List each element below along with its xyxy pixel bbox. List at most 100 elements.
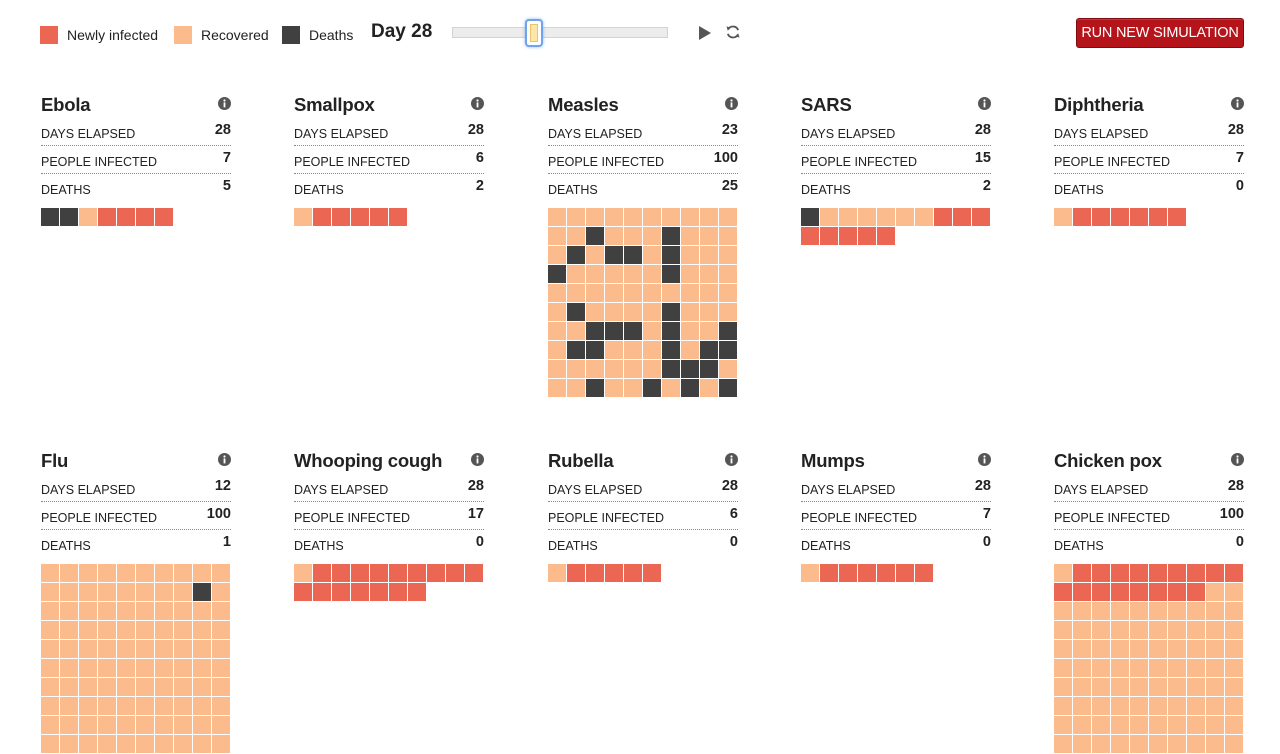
cell-recovered: [1073, 659, 1091, 677]
cell-death: [719, 379, 737, 397]
stat-label: DAYS ELAPSED: [294, 127, 389, 141]
stat-value: 28: [974, 478, 991, 494]
cell-recovered: [801, 564, 819, 582]
cell-recovered: [877, 208, 895, 226]
cell-recovered: [98, 659, 116, 677]
info-icon[interactable]: [725, 453, 738, 466]
card-header: Flu: [41, 448, 231, 474]
cell-recovered: [193, 640, 211, 658]
cell-recovered: [136, 583, 154, 601]
cell-recovered: [1111, 640, 1129, 658]
disease-name: Diphtheria: [1054, 94, 1144, 115]
cell-recovered: [548, 208, 566, 226]
info-icon[interactable]: [218, 453, 231, 466]
cell-recovered: [643, 265, 661, 283]
stat-row-days-elapsed: DAYS ELAPSED 28: [294, 118, 484, 146]
cell-recovered: [155, 716, 173, 734]
cell-recovered: [567, 360, 585, 378]
cell-newly-infected: [1168, 583, 1186, 601]
info-icon[interactable]: [1231, 453, 1244, 466]
cell-newly-infected: [389, 564, 407, 582]
cell-recovered: [548, 341, 566, 359]
info-icon[interactable]: [978, 453, 991, 466]
cell-recovered: [700, 284, 718, 302]
disease-card-chicken-pox: Chicken pox DAYS ELAPSED 28 PEOPLE INFECTED…: [1054, 448, 1244, 754]
cell-newly-infected: [313, 564, 331, 582]
cell-recovered: [1168, 735, 1186, 753]
cell-recovered: [41, 621, 59, 639]
stat-value: 7: [222, 150, 231, 166]
cell-recovered: [1054, 564, 1072, 582]
cell-newly-infected: [98, 208, 116, 226]
cell-recovered: [60, 640, 78, 658]
stat-label: DEATHS: [41, 539, 91, 553]
cell-recovered: [719, 303, 737, 321]
cell-recovered: [212, 583, 230, 601]
legend-deaths: Deaths: [282, 26, 353, 44]
cell-recovered: [79, 735, 97, 753]
cell-recovered: [681, 341, 699, 359]
info-icon[interactable]: [471, 453, 484, 466]
stat-label: DAYS ELAPSED: [548, 483, 643, 497]
cell-recovered: [1054, 602, 1072, 620]
cell-death: [700, 341, 718, 359]
cell-recovered: [719, 227, 737, 245]
cell-recovered: [548, 379, 566, 397]
cell-recovered: [1111, 659, 1129, 677]
cell-recovered: [212, 659, 230, 677]
cell-recovered: [174, 640, 192, 658]
cell-newly-infected: [427, 564, 445, 582]
play-icon[interactable]: [698, 26, 712, 40]
disease-card-sars: SARS DAYS ELAPSED 28 PEOPLE INFECTED 15 DEATH…: [801, 92, 991, 246]
cell-recovered: [700, 303, 718, 321]
cell-newly-infected: [117, 208, 135, 226]
cell-recovered: [624, 227, 642, 245]
cell-recovered: [1092, 697, 1110, 715]
info-icon[interactable]: [978, 97, 991, 110]
cell-recovered: [1168, 659, 1186, 677]
stat-value: 28: [214, 122, 231, 138]
cell-death: [41, 208, 59, 226]
cell-recovered: [643, 322, 661, 340]
cell-recovered: [60, 659, 78, 677]
cell-recovered: [1225, 621, 1243, 639]
info-icon[interactable]: [1231, 97, 1244, 110]
cell-recovered: [1092, 716, 1110, 734]
stat-value: 2: [982, 178, 991, 194]
info-icon[interactable]: [725, 97, 738, 110]
refresh-icon[interactable]: [725, 24, 741, 40]
stat-row-days-elapsed: DAYS ELAPSED 28: [1054, 474, 1244, 502]
stat-row-days-elapsed: DAYS ELAPSED 28: [294, 474, 484, 502]
cell-newly-infected: [1130, 583, 1148, 601]
run-new-simulation-button[interactable]: RUN NEW SIMULATION: [1076, 18, 1244, 48]
cell-newly-infected: [1187, 583, 1205, 601]
stat-row-people-infected: PEOPLE INFECTED 6: [294, 146, 484, 174]
stat-value: 28: [974, 122, 991, 138]
stat-value: 12: [214, 478, 231, 494]
cell-recovered: [212, 697, 230, 715]
cell-recovered: [60, 697, 78, 715]
cell-recovered: [643, 303, 661, 321]
cell-recovered: [155, 640, 173, 658]
cell-recovered: [643, 208, 661, 226]
cell-recovered: [193, 659, 211, 677]
cell-newly-infected: [313, 208, 331, 226]
cell-recovered: [79, 716, 97, 734]
day-slider-track[interactable]: [452, 27, 668, 38]
cell-newly-infected: [370, 583, 388, 601]
cell-recovered: [1130, 678, 1148, 696]
cell-recovered: [1130, 659, 1148, 677]
cell-recovered: [548, 322, 566, 340]
cell-recovered: [1187, 621, 1205, 639]
stat-value: 15: [974, 150, 991, 166]
cell-recovered: [1130, 621, 1148, 639]
cell-recovered: [1111, 602, 1129, 620]
cell-newly-infected: [643, 564, 661, 582]
day-slider-handle[interactable]: [525, 19, 543, 47]
cell-recovered: [1149, 697, 1167, 715]
cell-recovered: [1054, 621, 1072, 639]
stat-row-days-elapsed: DAYS ELAPSED 28: [1054, 118, 1244, 146]
info-icon[interactable]: [471, 97, 484, 110]
cell-recovered: [212, 621, 230, 639]
info-icon[interactable]: [218, 97, 231, 110]
